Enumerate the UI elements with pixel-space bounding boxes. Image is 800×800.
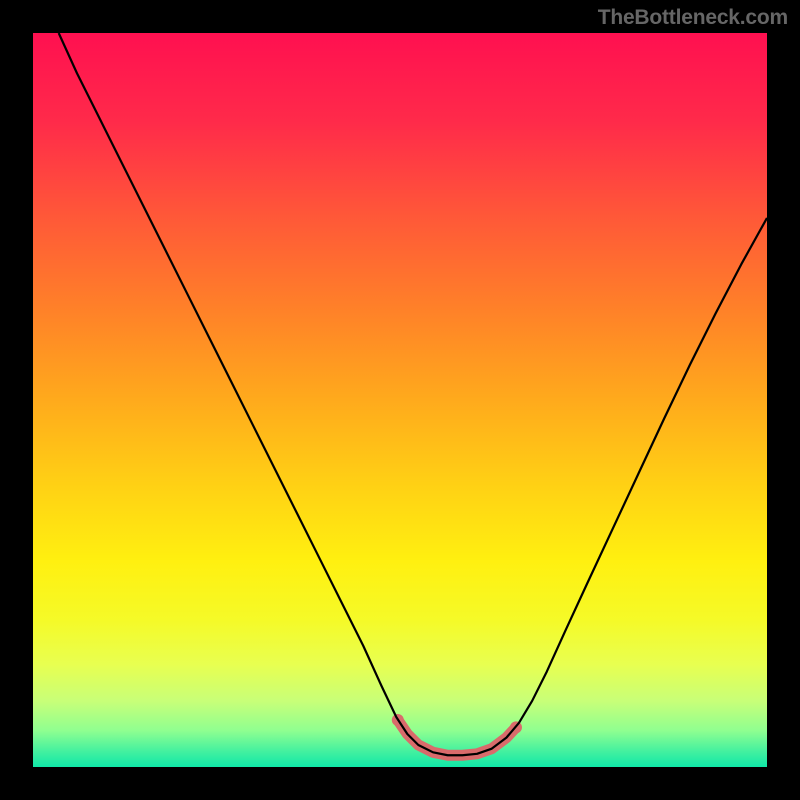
chart-svg [33, 33, 767, 767]
watermark-text: TheBottleneck.com [598, 6, 788, 30]
plot-area [33, 33, 767, 767]
chart-frame: TheBottleneck.com [0, 0, 800, 800]
chart-background [33, 33, 767, 767]
